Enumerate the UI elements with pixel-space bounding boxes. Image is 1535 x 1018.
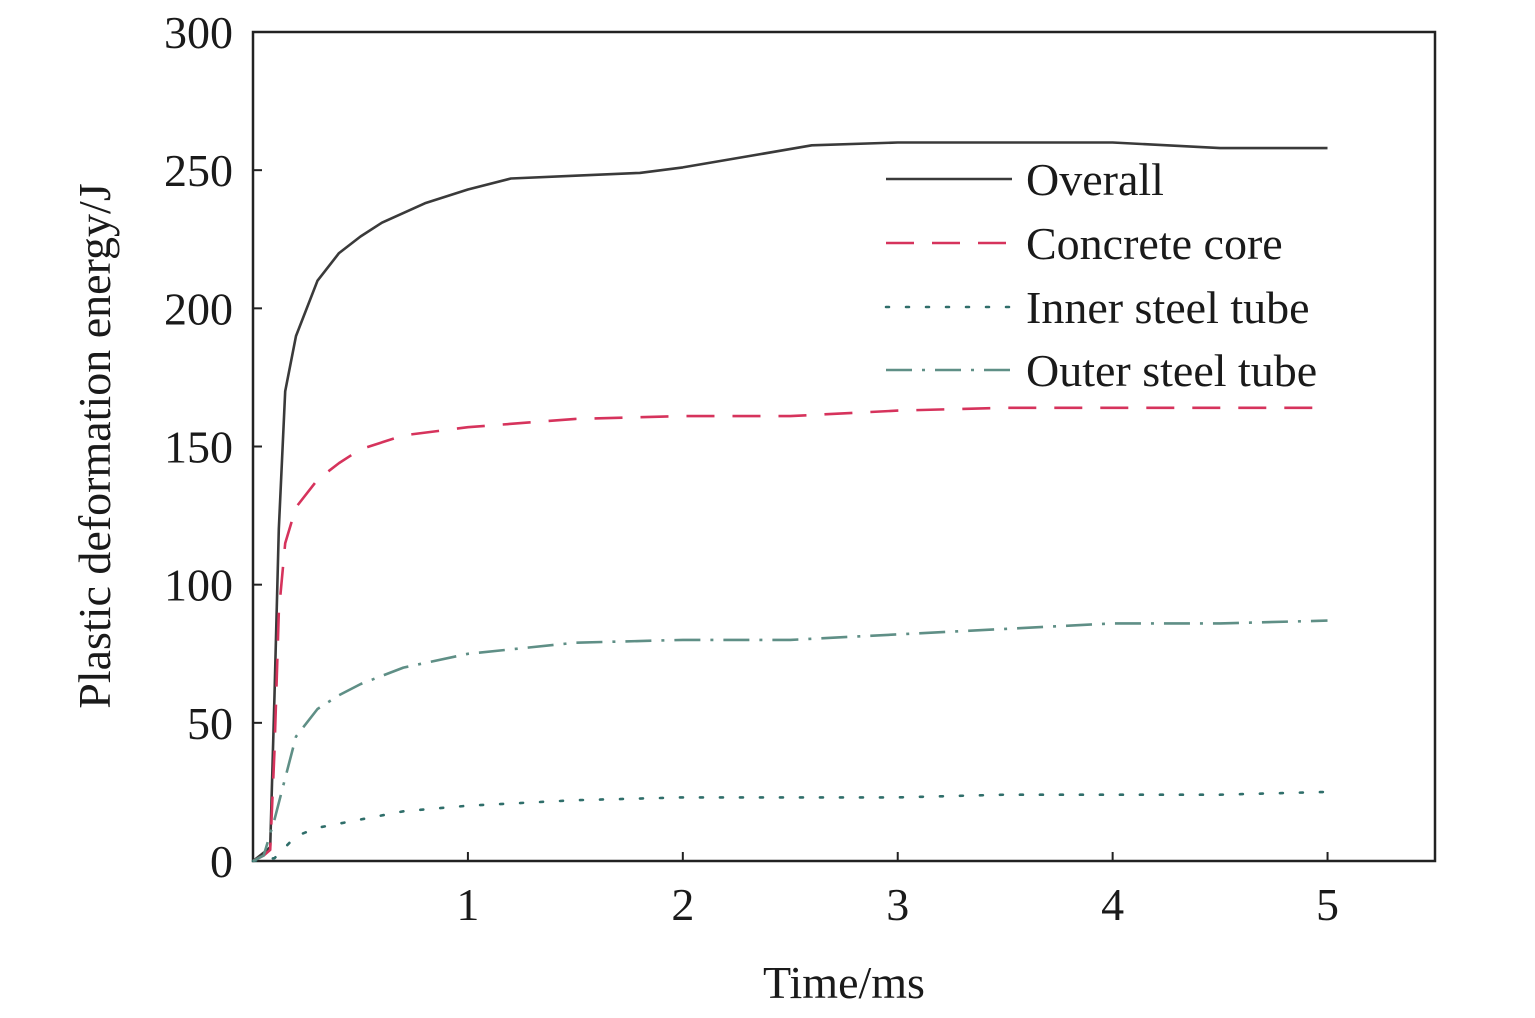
legend-label-inner-steel-tube: Inner steel tube — [1026, 282, 1310, 333]
series-line-inner-steel-tube — [251, 790, 1329, 863]
x-tick-label: 1 — [456, 879, 479, 930]
y-tick-label: 200 — [164, 283, 233, 334]
series-line-outer-steel-tube — [252, 619, 1328, 863]
series-layer — [251, 141, 1329, 863]
x-tick-label: 2 — [671, 879, 694, 930]
axis-ticks: 0 50 100 150 200 250 300 1 2 3 4 5 — [164, 7, 1339, 930]
y-tick-label: 300 — [164, 7, 233, 58]
legend-label-concrete-core: Concrete core — [1026, 218, 1283, 269]
x-tick-label: 3 — [886, 879, 909, 930]
x-tick-label: 5 — [1316, 879, 1339, 930]
series-line-overall — [252, 141, 1328, 863]
y-axis-title: Plastic deformation energy/J — [69, 183, 120, 708]
legend-label-overall: Overall — [1026, 154, 1164, 205]
y-tick-label: 100 — [164, 560, 233, 611]
y-tick-label: 250 — [164, 145, 233, 196]
y-tick-label: 0 — [210, 836, 233, 887]
series-line-concrete-core — [252, 406, 1328, 863]
x-axis-title: Time/ms — [763, 957, 925, 1008]
legend: Overall Concrete core Inner steel tube O… — [884, 154, 1317, 396]
plot-frame — [251, 30, 1437, 863]
x-tick-label: 4 — [1101, 879, 1124, 930]
y-tick-label: 50 — [187, 698, 233, 749]
legend-label-outer-steel-tube: Outer steel tube — [1026, 345, 1317, 396]
y-tick-label: 150 — [164, 422, 233, 473]
